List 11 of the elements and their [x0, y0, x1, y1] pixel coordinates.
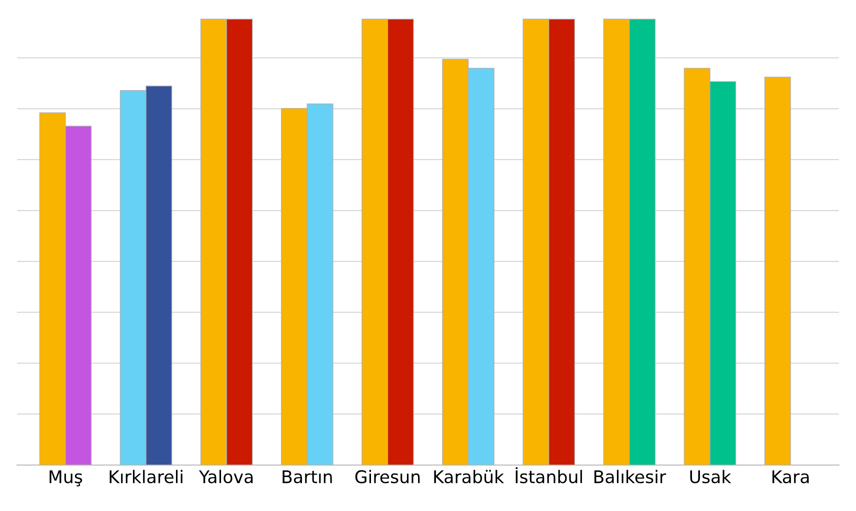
x-tick-label: Yalova — [198, 470, 253, 484]
x-tick-label: Bartın — [282, 470, 332, 484]
x-tick-label: Kırklareli — [110, 470, 182, 484]
x-tick-label: Muş — [50, 470, 82, 486]
bar — [764, 76, 791, 466]
x-tick-label: Balıkesir — [594, 470, 666, 484]
x-tick-label: Usak — [690, 470, 732, 484]
x-tick-label: Giresun — [355, 470, 420, 484]
x-tick-label: İstanbul — [516, 467, 582, 484]
x-tick-label: Karabük — [434, 470, 504, 484]
x-tick-label: Kara — [772, 470, 809, 484]
